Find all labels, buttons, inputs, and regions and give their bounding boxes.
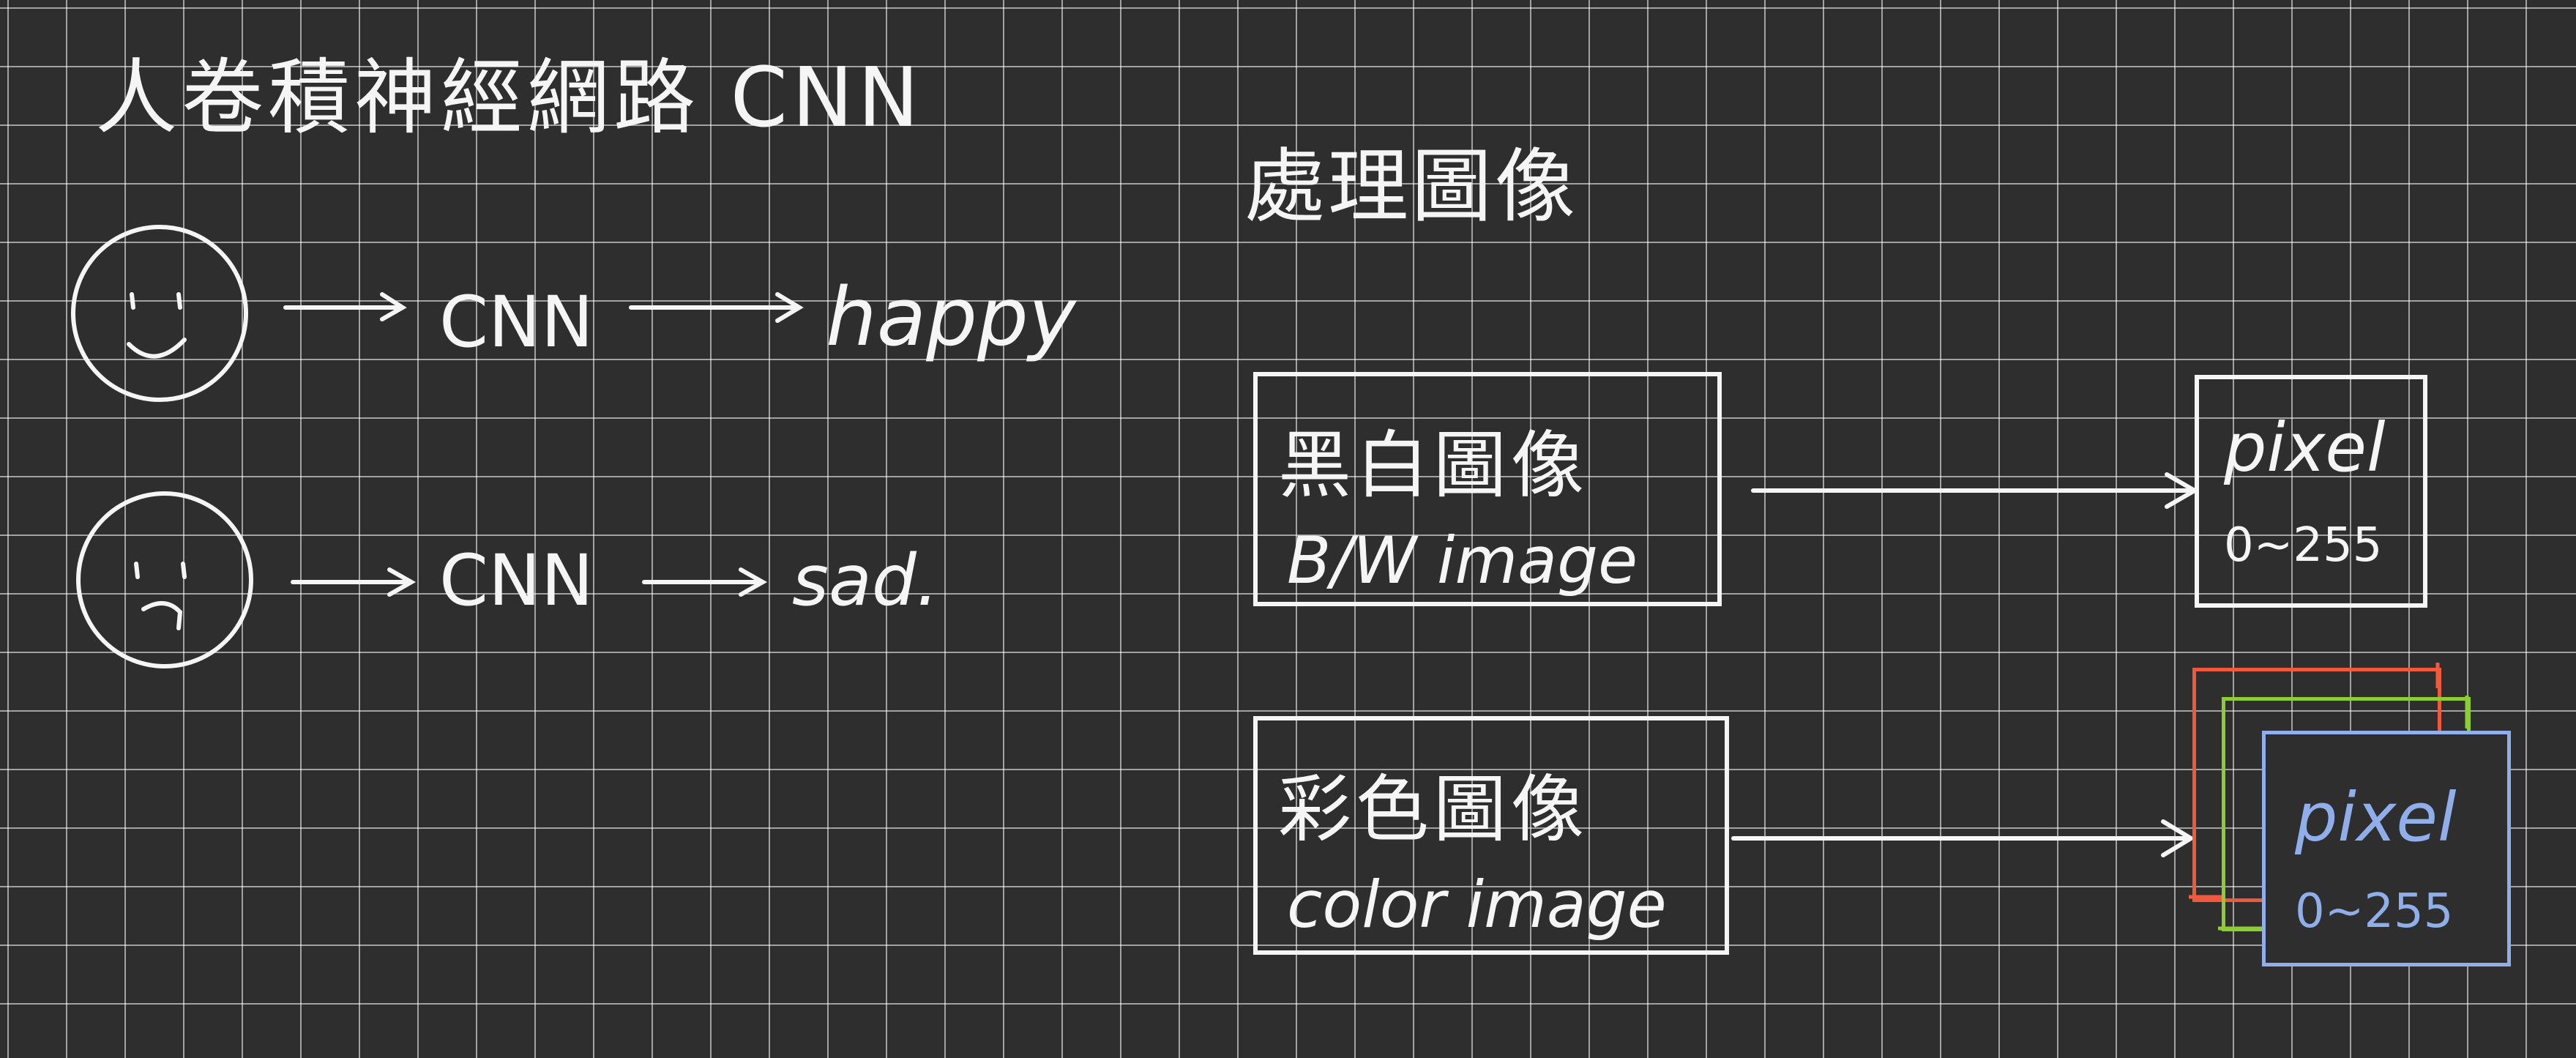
happy-output-label: happy <box>826 270 1076 364</box>
bw-image-title: 黑白圖像 <box>1278 422 1588 508</box>
bw-pixel-box: pixel 0~255 <box>2195 375 2427 608</box>
happy-cnn-label: CNN <box>439 281 594 363</box>
color-pixel-range: 0~255 <box>2295 884 2454 939</box>
sad-output-label: sad. <box>792 540 939 622</box>
bw-image-box: 黑白圖像 B/W image <box>1253 372 1722 606</box>
color-image-subtitle: color image <box>1287 867 1667 942</box>
sad-cnn-label: CNN <box>439 540 594 622</box>
color-box-underline <box>1253 950 1729 955</box>
color-pixel-label: pixel <box>2295 778 2457 857</box>
bw-pixel-label: pixel <box>2224 409 2386 487</box>
blue-channel-layer: pixel 0~255 <box>2262 731 2511 966</box>
color-image-box: 彩色圖像 color image <box>1253 716 1729 950</box>
smiley-face-icon <box>71 225 248 402</box>
section-heading: 處理圖像 <box>1244 140 1578 234</box>
box-arrows <box>1731 472 2199 857</box>
page-title: 人卷積神經網路 CNN <box>95 51 924 146</box>
color-image-title: 彩色圖像 <box>1278 767 1588 852</box>
frowny-face-icon <box>76 491 253 668</box>
flow-arrows <box>283 292 804 597</box>
bw-pixel-range: 0~255 <box>2224 518 2383 573</box>
bw-image-subtitle: B/W image <box>1287 523 1638 598</box>
